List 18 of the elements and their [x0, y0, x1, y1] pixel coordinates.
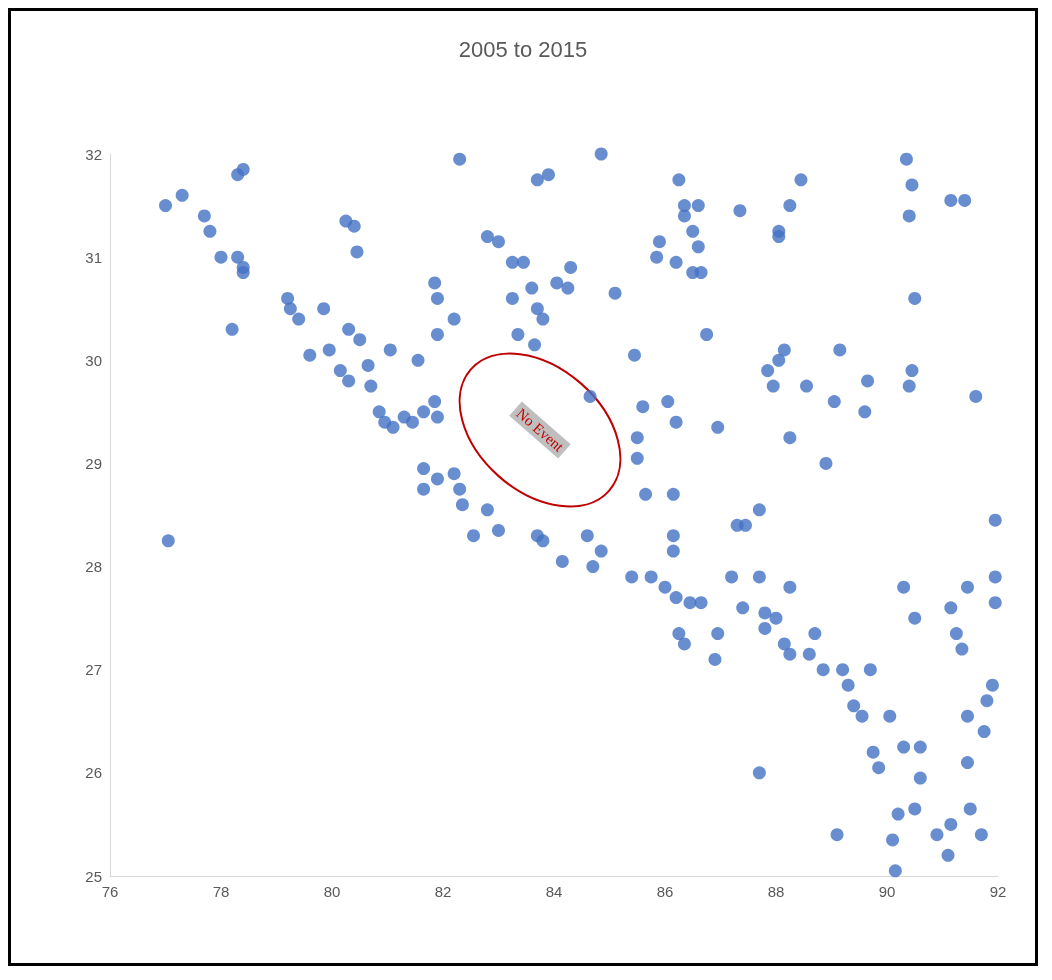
x-tick-label: 84 [545, 883, 563, 900]
y-tick-label: 25 [85, 867, 102, 885]
y-tick-label: 26 [85, 764, 102, 782]
chart-title: 2005 to 2015 [458, 36, 588, 62]
y-tick-label: 32 [85, 145, 102, 163]
x-tick-label: 92 [989, 883, 1007, 900]
y-tick-label: 27 [85, 661, 102, 679]
x-tick-label: 78 [212, 883, 230, 900]
y-tick-label: 31 [85, 248, 102, 266]
x-tick-label: 90 [878, 883, 896, 900]
x-tick-label: 88 [767, 883, 785, 900]
x-tick-label: 82 [434, 883, 452, 900]
x-tick-label: 86 [656, 883, 674, 900]
x-tick-label: 76 [101, 883, 119, 900]
y-tick-label: 30 [85, 351, 102, 369]
y-tick-label: 29 [85, 454, 102, 472]
y-tick-label: 28 [85, 558, 102, 576]
x-tick-label: 80 [323, 883, 341, 900]
